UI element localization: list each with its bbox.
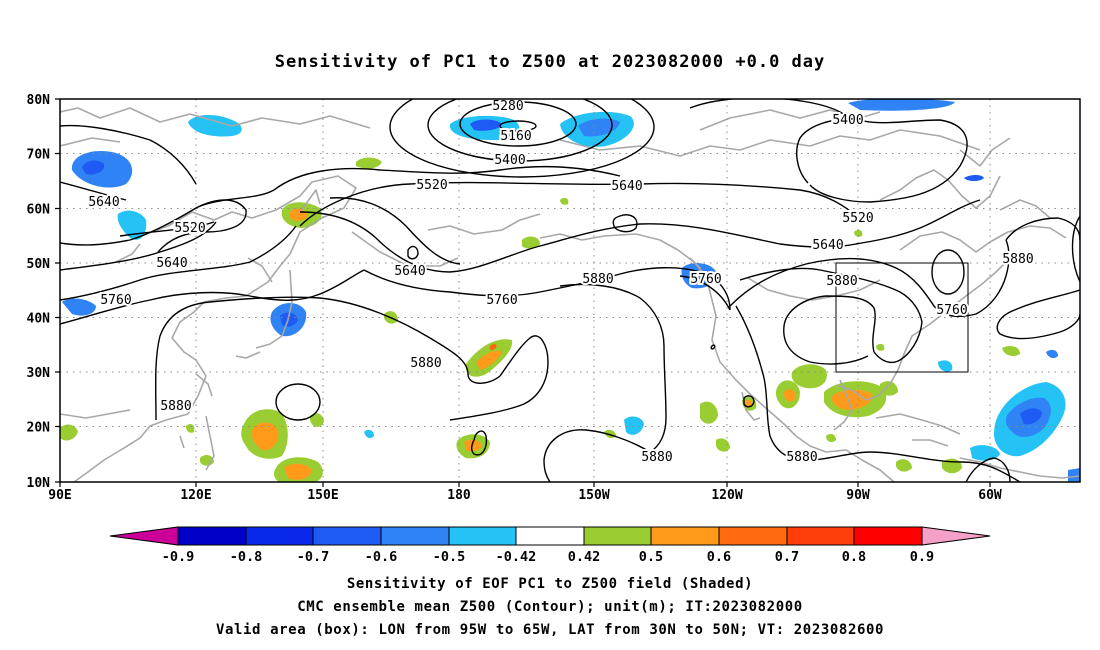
contour-label: 5880 xyxy=(786,450,817,465)
colorbar-label: -0.7 xyxy=(297,549,330,565)
colorbar-swatch xyxy=(245,526,314,546)
contour-label: 5760 xyxy=(100,293,131,308)
colorbar-label: -0.5 xyxy=(433,549,466,565)
contour-label: 5520 xyxy=(416,178,447,193)
contour-label: 5640 xyxy=(394,264,425,279)
lat-label: 30N xyxy=(27,366,51,381)
colorbar-end-left xyxy=(109,526,179,546)
lon-label: 60W xyxy=(978,488,1002,503)
sensitivity-shading xyxy=(60,99,1080,482)
colorbar-label: -0.8 xyxy=(230,549,263,565)
caption-line-valid-area: Valid area (box): LON from 95W to 65W, L… xyxy=(216,622,884,638)
colorbar-swatch xyxy=(650,526,720,546)
map-content: 5280 5160 5400 5400 5520 5640 5640 5520 … xyxy=(60,99,1080,482)
colorbar: -0.9 -0.8 -0.7 -0.6 -0.5 -0.42 0.42 0.5 … xyxy=(109,526,991,565)
caption-line-contour: CMC ensemble mean Z500 (Contour); unit(m… xyxy=(297,599,803,615)
contour-label: 5880 xyxy=(410,356,441,371)
colorbar-label: 0.42 xyxy=(568,549,601,565)
lat-label: 20N xyxy=(27,421,51,436)
lat-label: 40N xyxy=(27,312,51,327)
contour-label: 5880 xyxy=(1002,252,1033,267)
contour-label: 5640 xyxy=(88,195,119,210)
contour-label: 5640 xyxy=(812,238,843,253)
contour-label: 5880 xyxy=(641,450,672,465)
colorbar-swatch xyxy=(177,526,247,546)
colorbar-swatch xyxy=(448,526,517,546)
contour-label: 5280 xyxy=(492,99,523,114)
colorbar-swatch xyxy=(380,526,450,546)
colorbar-label: -0.42 xyxy=(496,549,537,565)
colorbar-label: -0.6 xyxy=(365,549,398,565)
figure-title: Sensitivity of PC1 to Z500 at 2023082000… xyxy=(275,52,826,72)
contour-label: 5160 xyxy=(500,129,531,144)
z500-contours xyxy=(60,99,1080,482)
colorbar-swatch xyxy=(312,526,382,546)
contour-label: 5400 xyxy=(494,153,525,168)
lon-label: 120E xyxy=(180,488,211,503)
lon-label: 120W xyxy=(711,488,742,503)
latitude-axis: 80N 70N 60N 50N 40N 30N 20N 10N xyxy=(27,93,60,491)
map-frame xyxy=(59,98,1081,483)
contour-label: 5880 xyxy=(826,274,857,289)
contour-label: 5880 xyxy=(582,272,613,287)
longitude-axis: 90E 120E 150E 180 150W 120W 90W 60W xyxy=(48,482,1002,503)
colorbar-swatch xyxy=(853,526,923,546)
colorbar-label: 0.7 xyxy=(775,549,799,565)
contour-label: 5400 xyxy=(832,113,863,128)
contour-label: 5520 xyxy=(842,211,873,226)
valid-area-box xyxy=(835,262,969,373)
colorbar-label: 0.8 xyxy=(842,549,866,565)
lat-label: 50N xyxy=(27,257,51,272)
contour-label: 5760 xyxy=(486,293,517,308)
lat-label: 60N xyxy=(27,203,51,218)
lon-label: 90E xyxy=(48,488,71,503)
colorbar-end-right xyxy=(921,526,991,546)
contour-label: 5640 xyxy=(611,179,642,194)
contour-label: 5760 xyxy=(936,303,967,318)
contour-label: 5520 xyxy=(174,221,205,236)
colorbar-swatch xyxy=(515,526,585,546)
contour-label: 5760 xyxy=(690,272,721,287)
figure-caption: Sensitivity of EOF PC1 to Z500 field (Sh… xyxy=(216,576,884,638)
colorbar-label: 0.5 xyxy=(639,549,663,565)
lon-label: 90W xyxy=(846,488,870,503)
colorbar-swatch xyxy=(583,526,652,546)
lat-label: 10N xyxy=(27,476,51,491)
lat-label: 80N xyxy=(27,93,51,108)
caption-line-shading: Sensitivity of EOF PC1 to Z500 field (Sh… xyxy=(347,576,753,592)
contour-label-group: 5280 5160 5400 5400 5520 5640 5640 5520 … xyxy=(86,99,1035,467)
colorbar-label: -0.9 xyxy=(162,549,195,565)
colorbar-label: 0.6 xyxy=(707,549,731,565)
map-background xyxy=(60,99,1080,482)
colorbar-swatch xyxy=(718,526,788,546)
lon-label: 180 xyxy=(447,488,471,503)
lat-label: 70N xyxy=(27,148,51,163)
colorbar-swatch xyxy=(786,526,855,546)
contour-label: 5640 xyxy=(156,256,187,271)
lon-label: 150E xyxy=(307,488,338,503)
colorbar-label: 0.9 xyxy=(910,549,934,565)
lon-label: 150W xyxy=(578,488,609,503)
contour-label: 5880 xyxy=(160,399,191,414)
